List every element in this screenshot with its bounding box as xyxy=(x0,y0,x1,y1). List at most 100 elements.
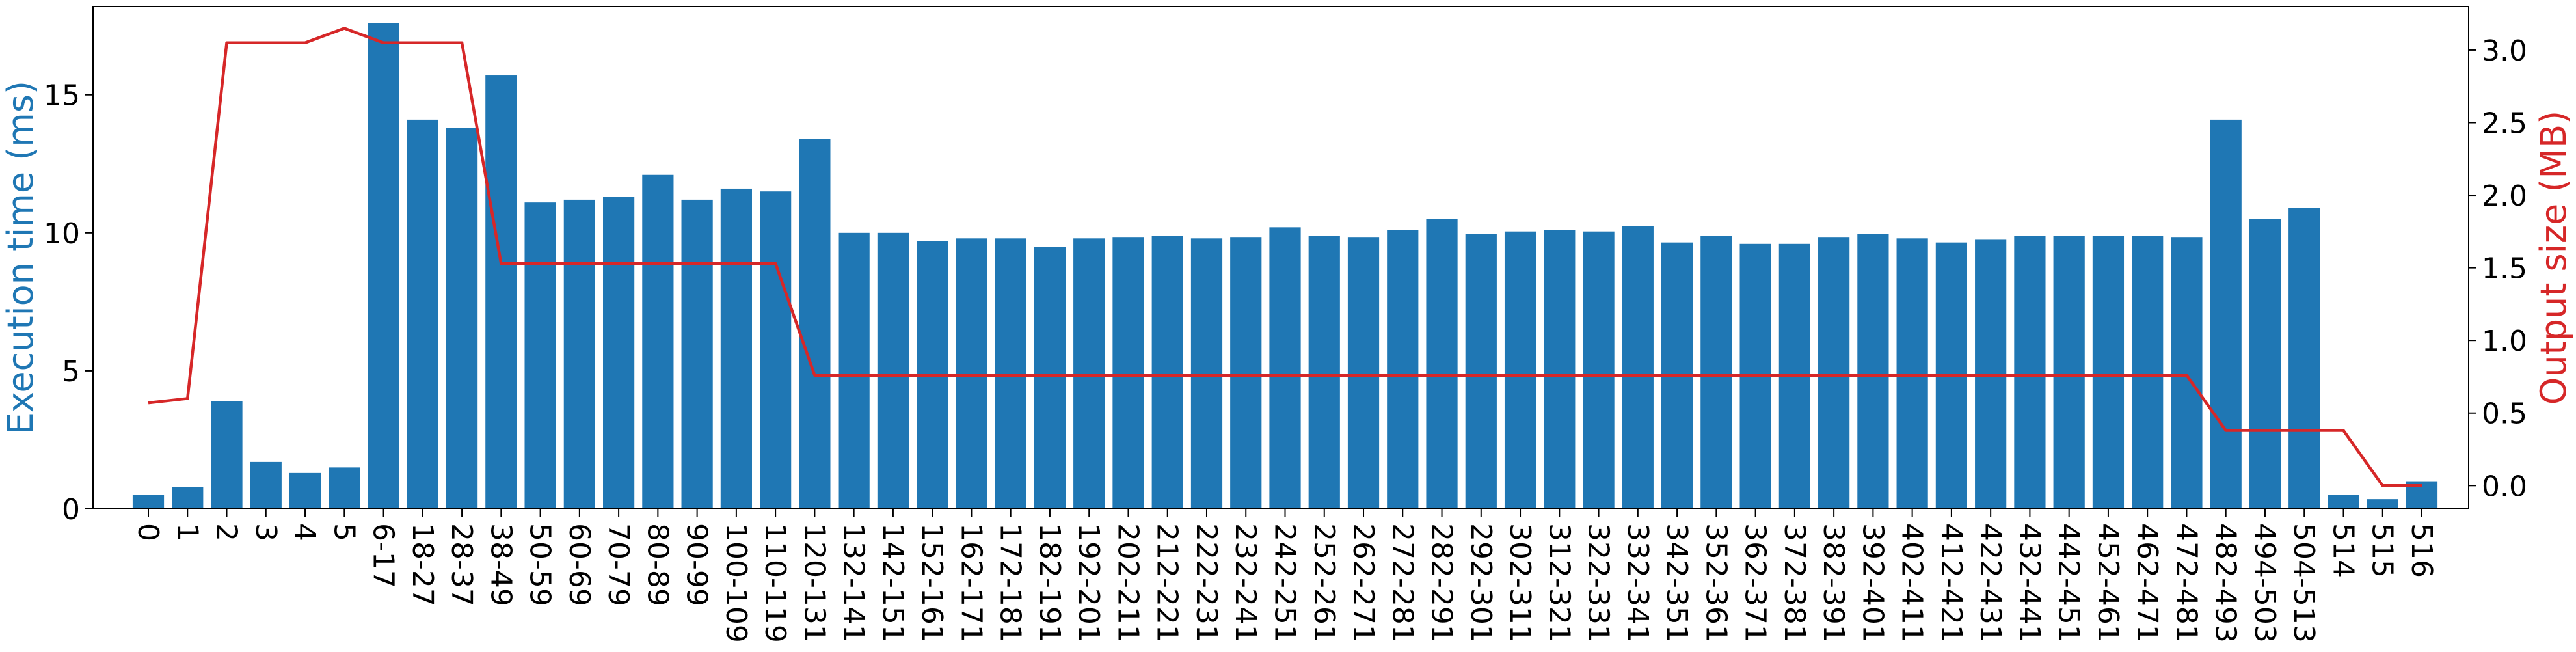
bar-242-251 xyxy=(1269,227,1301,509)
bar-4 xyxy=(289,472,321,509)
x-tick-label: 60-69 xyxy=(563,523,596,606)
left-axis-ticks: 0 5 10 15 xyxy=(44,79,93,526)
plot-frame xyxy=(92,6,2469,509)
bar-80-89 xyxy=(642,174,674,509)
x-tick-label: 2 xyxy=(210,523,243,541)
x-tick-label: 504-513 xyxy=(2287,523,2320,643)
x-tick-label: 18-27 xyxy=(406,523,439,606)
x-axis-ticks: 0 1 2 3 4 5 6-17 18-27 28-37 38-49 50-59 60-69 70-79… xyxy=(131,509,2438,643)
x-tick-label: 232-241 xyxy=(1229,523,1262,643)
x-tick-label: 402-411 xyxy=(1896,523,1929,643)
bar-100-109 xyxy=(720,188,752,509)
x-tick-label: 5 xyxy=(327,523,360,541)
bar-162-171 xyxy=(956,238,987,509)
bar-432-441 xyxy=(2014,236,2046,509)
bar-series xyxy=(132,23,2438,509)
bar-202-211 xyxy=(1112,237,1144,509)
x-tick-label: 452-461 xyxy=(2091,523,2125,643)
bar-3 xyxy=(250,461,282,509)
x-tick-label: 90-99 xyxy=(680,523,714,606)
bar-382-391 xyxy=(1818,237,1850,509)
bar-132-141 xyxy=(838,232,870,509)
x-tick-label: 1 xyxy=(170,523,204,541)
x-tick-label: 172-181 xyxy=(994,523,1027,643)
x-tick-label: 192-201 xyxy=(1072,523,1105,643)
bar-494-503 xyxy=(2249,219,2281,509)
bar-312-321 xyxy=(1544,230,1576,509)
x-tick-label: 6-17 xyxy=(367,523,400,588)
bar-70-79 xyxy=(603,197,635,509)
bar-38-49 xyxy=(485,75,517,509)
right-tick-label: 1.0 xyxy=(2482,325,2527,358)
x-tick-label: 70-79 xyxy=(602,523,635,606)
x-tick-label: 28-37 xyxy=(445,523,478,606)
x-tick-label: 182-191 xyxy=(1033,523,1066,643)
x-tick-label: 352-361 xyxy=(1699,523,1732,643)
bar-110-119 xyxy=(760,191,792,509)
x-tick-label: 515 xyxy=(2366,523,2399,578)
bar-462-471 xyxy=(2132,236,2164,509)
x-tick-label: 272-281 xyxy=(1386,523,1419,643)
left-tick-label: 10 xyxy=(44,217,80,251)
x-tick-label: 120-131 xyxy=(798,523,831,643)
bar-402-411 xyxy=(1896,238,1928,509)
x-tick-label: 494-503 xyxy=(2248,523,2281,643)
bar-50-59 xyxy=(524,202,556,509)
x-tick-label: 80-89 xyxy=(641,523,674,606)
bar-232-241 xyxy=(1230,237,1262,509)
bar-262-271 xyxy=(1347,237,1380,509)
x-tick-label: 432-441 xyxy=(2013,523,2046,643)
bar-172-181 xyxy=(995,238,1026,509)
x-tick-label: 110-119 xyxy=(758,523,792,643)
x-tick-label: 142-151 xyxy=(876,523,909,643)
x-tick-label: 3 xyxy=(249,523,282,541)
bar-332-341 xyxy=(1622,226,1654,509)
x-tick-label: 282-291 xyxy=(1425,523,1458,643)
bar-452-461 xyxy=(2092,236,2125,509)
x-tick-label: 132-141 xyxy=(837,523,870,643)
x-tick-label: 302-311 xyxy=(1503,523,1536,643)
x-tick-label: 372-381 xyxy=(1778,523,1811,643)
bar-514 xyxy=(2328,495,2359,509)
x-tick-label: 412-421 xyxy=(1935,523,1968,643)
x-tick-label: 362-371 xyxy=(1739,523,1772,643)
bar-90-99 xyxy=(681,199,713,509)
bar-252-261 xyxy=(1308,236,1340,509)
bar-472-481 xyxy=(2171,237,2203,509)
x-tick-label: 442-451 xyxy=(2052,523,2086,643)
bar-282-291 xyxy=(1426,219,1458,509)
x-tick-label: 4 xyxy=(288,523,321,541)
x-tick-label: 162-171 xyxy=(954,523,987,643)
bar-392-401 xyxy=(1857,234,1889,509)
right-tick-label: 2.5 xyxy=(2482,107,2527,140)
right-tick-label: 2.0 xyxy=(2482,180,2527,213)
x-tick-label: 342-351 xyxy=(1660,523,1693,643)
bar-352-361 xyxy=(1700,236,1732,509)
bar-0 xyxy=(132,495,165,509)
bar-292-301 xyxy=(1465,234,1497,509)
x-tick-label: 252-261 xyxy=(1308,523,1341,643)
x-tick-label: 322-331 xyxy=(1582,523,1615,643)
x-tick-label: 242-251 xyxy=(1268,523,1302,643)
bar-515 xyxy=(2367,499,2398,509)
bar-504-513 xyxy=(2288,208,2320,509)
bar-120-131 xyxy=(799,139,831,509)
bar-212-221 xyxy=(1151,236,1183,509)
right-tick-label: 0.0 xyxy=(2482,470,2527,503)
bar-302-311 xyxy=(1504,231,1536,509)
x-tick-label: 312-321 xyxy=(1542,523,1576,643)
bar-142-151 xyxy=(877,232,909,509)
x-tick-label: 212-221 xyxy=(1151,523,1184,643)
left-axis-title: Execution time (ms) xyxy=(0,81,41,435)
bar-6-17 xyxy=(368,23,399,509)
bar-1 xyxy=(172,487,204,509)
x-tick-label: 382-391 xyxy=(1817,523,1850,643)
right-tick-label: 1.5 xyxy=(2482,252,2527,286)
x-tick-label: 100-109 xyxy=(719,523,753,643)
bar-5 xyxy=(329,467,360,509)
x-tick-label: 50-59 xyxy=(524,523,557,606)
right-tick-label: 3.0 xyxy=(2482,34,2527,68)
left-tick-label: 15 xyxy=(44,79,80,113)
output-size-line xyxy=(148,27,2422,487)
bar-28-37 xyxy=(446,128,478,509)
